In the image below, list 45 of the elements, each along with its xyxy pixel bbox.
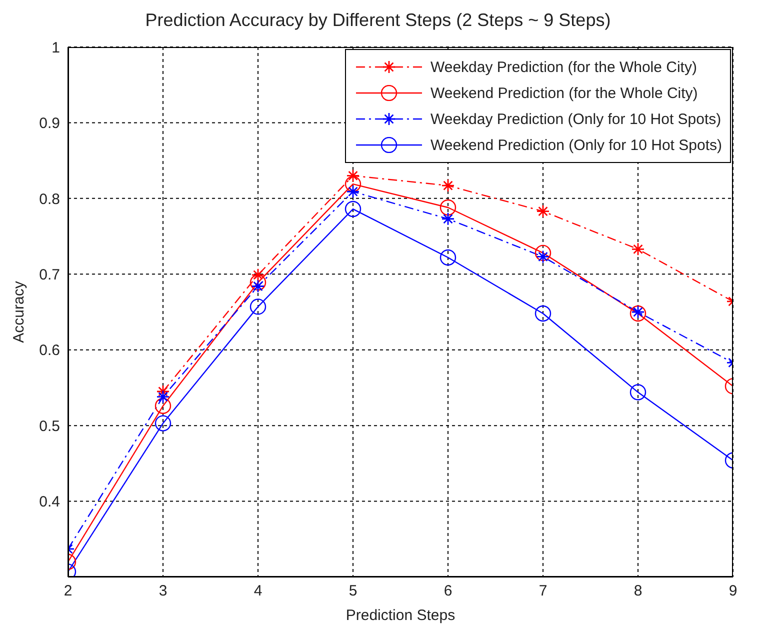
- x-tick-label: 9: [728, 582, 738, 600]
- legend-label: Weekend Prediction (for the Whole City): [430, 84, 698, 102]
- chart-title: Prediction Accuracy by Different Steps (2 Steps ~ 9 Steps): [144, 9, 612, 32]
- point: [440, 199, 456, 216]
- legend-label: Weekday Prediction (for the Whole City): [430, 58, 697, 76]
- y-tick-label: 0.9: [39, 115, 60, 132]
- y-tick-label: 0.4: [39, 494, 60, 511]
- point: [536, 204, 550, 218]
- point: [346, 184, 360, 198]
- y-axis-title: Accuracy: [10, 280, 28, 343]
- point: [154, 398, 172, 414]
- point: [441, 212, 455, 226]
- legend-label: Weekday Prediction (Only for 10 Hot Spots): [430, 110, 722, 128]
- point: [440, 249, 456, 266]
- point: [251, 268, 265, 282]
- point: [346, 169, 360, 182]
- point: [344, 176, 362, 192]
- x-tick-label: 8: [634, 582, 642, 600]
- x-tick-label: 3: [158, 582, 168, 600]
- point: [154, 415, 172, 432]
- y-tick-label: 0.5: [39, 418, 60, 435]
- x-axis-title: Prediction Steps: [346, 607, 456, 624]
- x-tick-label: 7: [538, 582, 548, 600]
- point: [250, 274, 266, 291]
- point: [344, 200, 362, 218]
- point: [630, 384, 646, 400]
- y-tick-label: 1: [52, 39, 60, 56]
- point: [631, 242, 645, 256]
- y-tick-label: 0.6: [39, 342, 60, 360]
- point: [534, 244, 552, 262]
- point: [631, 305, 645, 319]
- point: [536, 250, 550, 264]
- x-tick-label: 6: [444, 582, 452, 600]
- point: [156, 390, 170, 404]
- y-tick-label: 0.8: [39, 190, 60, 208]
- point: [630, 305, 646, 322]
- legend-label: Weekend Prediction (Only for 10 Hot Spots): [430, 136, 722, 154]
- x-tick-label: 4: [254, 582, 262, 600]
- x-tick-label: 2: [64, 582, 72, 600]
- point: [441, 178, 455, 192]
- point: [251, 280, 265, 293]
- point: [250, 298, 266, 315]
- x-tick-label: 5: [348, 582, 358, 600]
- y-tick-label: 0.7: [39, 266, 60, 284]
- point: [534, 305, 552, 322]
